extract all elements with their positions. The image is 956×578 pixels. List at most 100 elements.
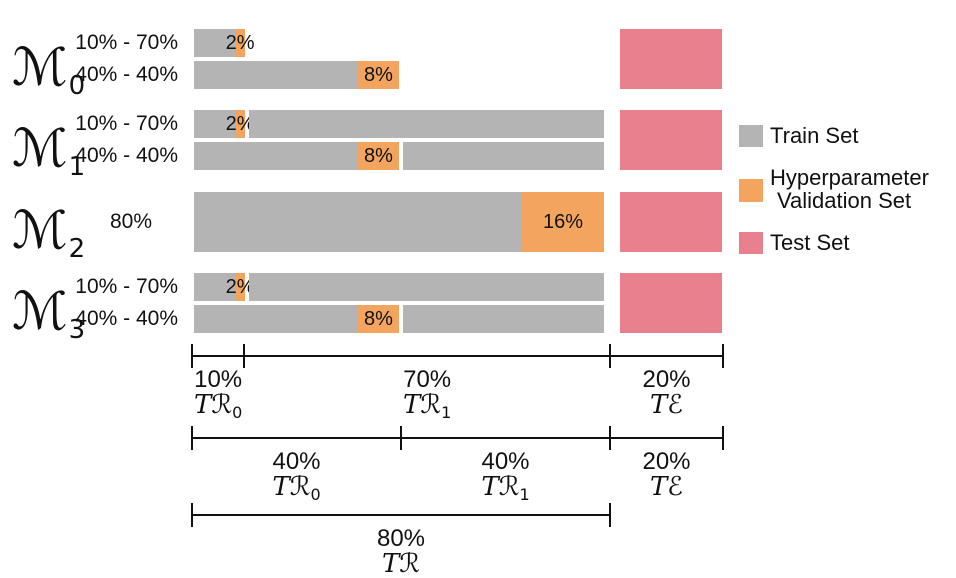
segment-pct-label: 2% — [225, 32, 255, 54]
ruler-set-label: Tℛ0 — [227, 472, 367, 503]
segment-pct-label: 8% — [364, 145, 393, 167]
val-bar-segment — [358, 305, 399, 333]
train-bar-segment — [402, 142, 604, 170]
val-bar-segment — [358, 142, 399, 170]
script-set-glyph: ℛ — [289, 472, 311, 502]
validation-set-swatch — [739, 179, 763, 202]
split-ratio-label: 80% — [109, 210, 152, 233]
ruler-set-label: Tℛ1 — [357, 390, 497, 421]
ruler-tick — [400, 426, 402, 450]
ruler-set-label: Tℛ — [331, 551, 471, 577]
ruler-line — [192, 355, 723, 357]
ruler-set-label: Tℰ — [597, 474, 737, 500]
segment-pct-label: 2% — [225, 113, 255, 135]
script-t-glyph: T — [402, 390, 421, 420]
test-set-swatch — [739, 232, 763, 254]
ruler-tick — [609, 426, 611, 450]
split-ratio-label: 10% - 70% — [75, 31, 178, 54]
script-t-glyph: T — [272, 472, 290, 502]
val-bar-segment — [235, 29, 246, 57]
train-set-label-text: Train Set — [770, 123, 859, 148]
segment-pct-label: 8% — [364, 64, 393, 86]
train-bar-segment — [194, 110, 235, 138]
ruler-pct-label: 40% — [481, 448, 530, 475]
script-set-glyph: ℰ — [667, 472, 684, 502]
train-bar-segment — [194, 305, 358, 333]
model-label: ℳ1 — [12, 123, 85, 180]
train-bar-segment — [194, 192, 522, 252]
ruler-pct-label: 70% — [403, 366, 452, 393]
ruler-tick — [191, 344, 193, 368]
train-bar-segment — [194, 61, 358, 89]
model-letter: ℳ — [12, 119, 68, 179]
validation-set-label-line1: Hyperparameter — [770, 165, 929, 190]
val-bar-segment — [235, 273, 246, 301]
ruler-set-label: Tℛ1 — [436, 472, 576, 503]
test-set-label: Test Set — [770, 232, 849, 254]
script-t-glyph: T — [381, 549, 400, 578]
ruler-pct-label: 20% — [642, 448, 691, 475]
model-label: ℳ2 — [12, 205, 85, 262]
test-set-label-text: Test Set — [770, 230, 850, 255]
script-set-glyph: ℰ — [667, 390, 684, 420]
test-set-block — [620, 29, 722, 89]
ruler-set-label: Tℛ0 — [148, 390, 288, 421]
split-ratio-label: 40% - 40% — [75, 63, 178, 86]
model-letter: ℳ — [12, 201, 68, 261]
model-index: 1 — [68, 152, 86, 182]
train-bar-segment — [194, 142, 358, 170]
model-index: 2 — [68, 234, 86, 264]
ruler-tick — [243, 344, 246, 368]
model-label: ℳ0 — [12, 42, 85, 99]
script-set-subscript: 0 — [310, 485, 321, 504]
train-set-swatch — [739, 125, 763, 147]
ruler-pct-label: 40% — [272, 448, 321, 475]
train-bar-segment — [248, 110, 604, 138]
script-set-subscript: 1 — [519, 485, 530, 504]
model-label: ℳ3 — [12, 286, 85, 343]
ruler-tick — [722, 344, 724, 368]
script-t-glyph: T — [481, 472, 499, 502]
ruler-line — [192, 437, 723, 439]
model-letter: ℳ — [12, 38, 68, 98]
validation-set-label-line2: Validation Set — [777, 188, 912, 213]
ruler-tick — [722, 426, 724, 450]
train-bar-segment — [402, 305, 604, 333]
segment-pct-label: 2% — [225, 276, 255, 298]
ruler-pct-label: 10% — [194, 366, 243, 393]
script-t-glyph: T — [649, 390, 668, 420]
val-bar-segment — [235, 110, 246, 138]
model-letter: ℳ — [12, 282, 68, 342]
validation-set-label: Hyperparameter Validation Set — [770, 166, 929, 212]
test-set-block — [620, 110, 722, 170]
ruler-tick — [609, 503, 611, 527]
train-bar-segment — [194, 29, 235, 57]
segment-pct-label: 8% — [364, 308, 393, 330]
model-index: 0 — [68, 71, 86, 101]
train-bar-segment — [194, 273, 235, 301]
ruler-tick — [191, 426, 193, 450]
val-bar-segment — [358, 61, 399, 89]
script-set-glyph: ℛ — [211, 390, 233, 420]
ruler-set-label: Tℰ — [597, 392, 737, 418]
test-set-block — [620, 273, 722, 333]
script-t-glyph: T — [193, 390, 212, 420]
script-set-glyph: ℛ — [399, 549, 421, 578]
script-t-glyph: T — [649, 472, 668, 502]
test-set-block — [620, 192, 722, 252]
train-bar-segment — [248, 273, 604, 301]
script-set-glyph: ℛ — [420, 390, 442, 420]
ruler-tick — [191, 503, 193, 527]
ruler-pct-label: 20% — [642, 366, 691, 393]
ruler-tick — [609, 344, 611, 368]
segment-pct-label: 16% — [542, 211, 584, 233]
script-set-subscript: 0 — [232, 403, 243, 422]
script-set-subscript: 1 — [441, 403, 452, 422]
split-ratio-label: 10% - 70% — [75, 275, 178, 298]
split-ratio-label: 40% - 40% — [75, 307, 178, 330]
split-ratio-label: 10% - 70% — [75, 112, 178, 135]
split-ratio-label: 40% - 40% — [75, 144, 178, 167]
script-set-glyph: ℛ — [498, 472, 520, 502]
model-index: 3 — [68, 315, 86, 345]
